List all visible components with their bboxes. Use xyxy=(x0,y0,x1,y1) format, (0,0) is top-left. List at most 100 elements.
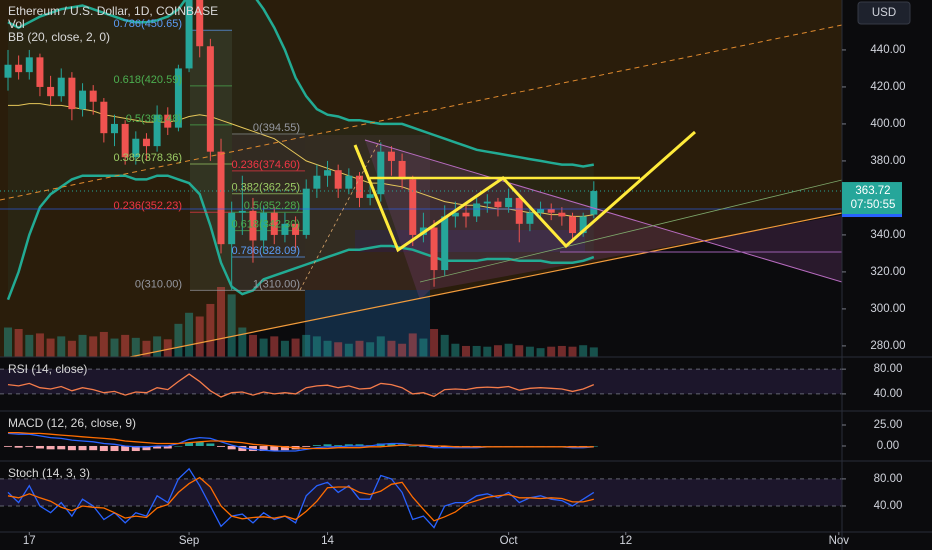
macd-histogram xyxy=(589,445,598,447)
candle-body xyxy=(451,212,459,217)
macd-histogram xyxy=(14,445,23,448)
fib-label: 0.618(342.30) xyxy=(232,219,301,231)
volume-bar xyxy=(206,303,215,357)
macd-histogram xyxy=(89,445,98,451)
pane-title: RSI (14, close) xyxy=(8,362,87,376)
x-tick-label: Sep xyxy=(179,535,199,547)
candle-body xyxy=(473,203,481,217)
volume-bar xyxy=(419,338,428,357)
volume-bar xyxy=(515,345,524,357)
candle-body xyxy=(494,201,502,208)
candle-body xyxy=(270,212,278,235)
volume-bar xyxy=(185,312,194,357)
candle-body xyxy=(15,64,23,73)
x-tick-label: 12 xyxy=(619,535,632,547)
candle-body xyxy=(36,57,44,87)
macd-histogram xyxy=(142,445,151,451)
macd-histogram xyxy=(334,445,343,446)
candle-body xyxy=(334,170,342,189)
macd-histogram xyxy=(195,441,204,446)
volume-bar xyxy=(35,333,44,357)
macd-histogram xyxy=(78,445,87,451)
volume-bar xyxy=(579,345,588,357)
pane-title: Stoch (14, 3, 3) xyxy=(8,466,90,480)
candle-body xyxy=(185,0,193,69)
candle-body xyxy=(25,57,33,73)
candle-body xyxy=(164,114,172,128)
volume-bar xyxy=(163,339,172,357)
volume-bar xyxy=(99,331,108,357)
volume-bar xyxy=(323,340,332,357)
volume-bar xyxy=(440,334,449,357)
fib-label: 0(394.55) xyxy=(253,122,300,134)
indicator-line xyxy=(6,174,595,301)
volume-bar xyxy=(387,340,396,357)
candle-body xyxy=(206,46,214,152)
candle-body xyxy=(79,90,87,110)
candle-body xyxy=(515,197,523,224)
macd-histogram xyxy=(323,444,332,446)
volume-bar xyxy=(525,346,534,357)
y-tick-label: 400.00 xyxy=(870,118,905,130)
chart-title: Ethereum / U.S. Dollar, 1D, COINBASE xyxy=(8,4,218,18)
volume-bar xyxy=(121,334,130,357)
x-tick-label: Nov xyxy=(829,535,850,547)
volume-bar xyxy=(312,336,321,357)
macd-histogram xyxy=(217,445,226,447)
macd-histogram xyxy=(99,445,108,452)
macd-histogram xyxy=(238,445,247,452)
volume-bar xyxy=(46,338,55,357)
pane-title: MACD (12, 26, close, 9) xyxy=(8,416,136,430)
x-tick-label: 14 xyxy=(321,535,334,547)
candle-body xyxy=(100,101,108,134)
currency-button[interactable] xyxy=(857,1,911,25)
volume-bar xyxy=(238,327,247,357)
candle-body xyxy=(366,194,374,198)
macd-histogram xyxy=(312,445,321,446)
volume-bar xyxy=(398,343,407,357)
marks xyxy=(0,0,842,529)
candle-body xyxy=(526,212,534,224)
y-tick-label: 340.00 xyxy=(870,229,905,241)
macd-histogram xyxy=(206,443,215,446)
fib-label: 0.5(352.28) xyxy=(244,200,300,212)
bb-label: BB (20, close, 2, 0) xyxy=(8,30,110,44)
macd-histogram xyxy=(3,445,12,447)
candle-body xyxy=(238,210,246,213)
volume-bar xyxy=(344,343,353,357)
volume-bar xyxy=(142,340,151,357)
macd-histogram xyxy=(440,445,449,448)
candle-body xyxy=(313,175,321,189)
candle-body xyxy=(217,151,225,245)
box-blue xyxy=(305,290,430,357)
currency[interactable]: USD xyxy=(872,7,896,19)
candle-body xyxy=(547,209,555,213)
macd-histogram xyxy=(35,445,44,449)
candle-body xyxy=(345,175,353,189)
indicator-line xyxy=(7,0,595,168)
fib-label: 0.618(420.59) xyxy=(114,74,183,86)
volume-bar xyxy=(536,348,545,357)
candle-body xyxy=(558,212,566,217)
volume-bar xyxy=(195,316,204,357)
macd-histogram xyxy=(259,445,268,452)
macd-histogram xyxy=(46,445,55,450)
box-mid xyxy=(305,135,430,290)
candle-body xyxy=(430,227,438,271)
indicator-line xyxy=(8,431,594,450)
support-trend xyxy=(129,212,842,357)
indicator-line xyxy=(7,373,595,398)
y-tick-label: 420.00 xyxy=(870,81,905,93)
candle-body xyxy=(590,191,598,215)
band-fill xyxy=(0,369,842,394)
candle-body xyxy=(68,77,76,110)
candle-body xyxy=(387,151,395,161)
volume-bar xyxy=(57,336,66,357)
volume-bar xyxy=(376,336,385,357)
volume-bar xyxy=(483,346,492,357)
candle-body xyxy=(281,223,289,235)
fib-diagonal xyxy=(299,139,381,291)
candle-body xyxy=(409,179,417,235)
band-fill xyxy=(0,478,842,506)
candle-body xyxy=(377,151,385,195)
